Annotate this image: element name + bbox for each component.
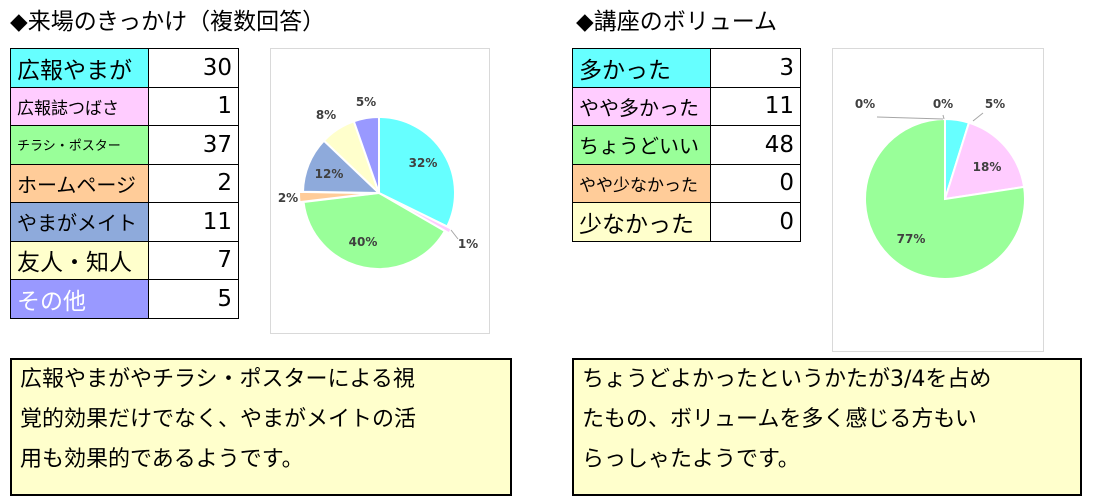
- pie-slice: [864, 117, 1026, 280]
- comment-line: 覚的効果だけでなく、やまがメイトの活: [20, 407, 417, 432]
- row-value: 2: [148, 163, 239, 203]
- row-value: 37: [148, 125, 239, 165]
- data-label: 0%: [933, 97, 953, 111]
- pie-slice: [378, 115, 456, 228]
- comment-line: らっしゃたようです。: [582, 447, 800, 472]
- row-label: チラシ・ポスター: [10, 125, 149, 165]
- row-value: 0: [710, 202, 801, 242]
- data-label: 5%: [356, 95, 376, 109]
- visit-reason-comment: 広報やまがやチラシ・ポスターによる視 覚的効果だけでなく、やまがメイトの活 用も…: [10, 358, 512, 496]
- row-value: 7: [148, 240, 239, 280]
- table-row: 友人・知人 7: [10, 240, 239, 280]
- comment-line: たもの、ボリュームを多く感じる方もい: [582, 407, 977, 432]
- row-value: 11: [148, 202, 239, 242]
- comment-line: 用も効果的であるようです。: [20, 447, 304, 472]
- row-label: 友人・知人: [10, 240, 149, 280]
- row-value: 48: [710, 125, 801, 165]
- table-row: やや多かった 11: [572, 86, 801, 126]
- row-value: 11: [710, 86, 801, 126]
- row-label: ホームページ: [10, 163, 149, 203]
- pie-slice: [302, 191, 447, 270]
- data-label: 0%: [855, 97, 875, 111]
- data-label: 40%: [349, 235, 378, 249]
- row-value: 3: [710, 48, 801, 88]
- comment-line: 広報やまがやチラシ・ポスターによる視: [20, 367, 415, 392]
- table-row: チラシ・ポスター 37: [10, 125, 239, 165]
- data-label: 12%: [315, 167, 344, 181]
- row-label: やや少なかった: [572, 163, 711, 203]
- row-label: ちょうどいい: [572, 125, 711, 165]
- data-label: 8%: [316, 108, 336, 122]
- row-label: 広報誌つばさ: [10, 86, 149, 126]
- table-row: 広報やまが 30: [10, 48, 239, 88]
- table-row: ホームページ 2: [10, 163, 239, 203]
- pie-slice: [298, 190, 376, 204]
- data-label: 5%: [985, 97, 1005, 111]
- volume-pie-chart: 5% 18% 77% 0% 0%: [832, 48, 1044, 352]
- table-row: ちょうどいい 48: [572, 125, 801, 165]
- leader-line: [942, 114, 945, 120]
- pie-slice: [352, 115, 380, 194]
- pie-svg: 5% 18% 77% 0% 0%: [855, 97, 1026, 280]
- row-label: やや多かった: [572, 86, 711, 126]
- table-row: やや少なかった 0: [572, 163, 801, 203]
- section-title-volume: ◆講座のボリューム: [576, 9, 777, 35]
- row-label: その他: [10, 279, 149, 319]
- row-value: 5: [148, 279, 239, 319]
- visit-reason-pie-chart: 32% 1% 40% 2% 12% 8% 5%: [270, 48, 490, 334]
- data-label: 18%: [973, 160, 1002, 174]
- table-row: 少なかった 0: [572, 202, 801, 242]
- data-label: 32%: [409, 156, 438, 170]
- data-label: 1%: [458, 237, 478, 251]
- table-row: 多かった 3: [572, 48, 801, 88]
- data-label: 2%: [278, 191, 298, 205]
- section-title-visit-reason: ◆来場のきっかけ（複数回答）: [10, 9, 326, 35]
- leader-line: [876, 116, 944, 120]
- row-label: 少なかった: [572, 202, 711, 242]
- leader-line: [972, 112, 984, 122]
- data-label: 77%: [897, 232, 926, 246]
- row-value: 1: [148, 86, 239, 126]
- row-label: 多かった: [572, 48, 711, 88]
- comment-line: ちょうどよかったというかたが3/4を占め: [582, 367, 992, 392]
- volume-table: 多かった 3 やや多かった 11 ちょうどいい 48 やや少なかった 0 少なか…: [572, 48, 801, 242]
- volume-comment: ちょうどよかったというかたが3/4を占め たもの、ボリュームを多く感じる方もい …: [572, 358, 1082, 496]
- row-label: 広報やまが: [10, 48, 149, 88]
- visit-reason-table: 広報やまが 30 広報誌つばさ 1 チラシ・ポスター 37 ホームページ 2 や…: [10, 48, 239, 319]
- row-value: 30: [148, 48, 239, 88]
- table-row: 広報誌つばさ 1: [10, 86, 239, 126]
- row-label: やまがメイト: [10, 202, 149, 242]
- leader-line: [450, 229, 459, 240]
- pie-svg: 32% 1% 40% 2% 12% 8% 5%: [278, 95, 478, 270]
- row-value: 0: [710, 163, 801, 203]
- table-row: その他 5: [10, 279, 239, 319]
- pie-slice: [943, 121, 1026, 201]
- table-row: やまがメイト 11: [10, 202, 239, 242]
